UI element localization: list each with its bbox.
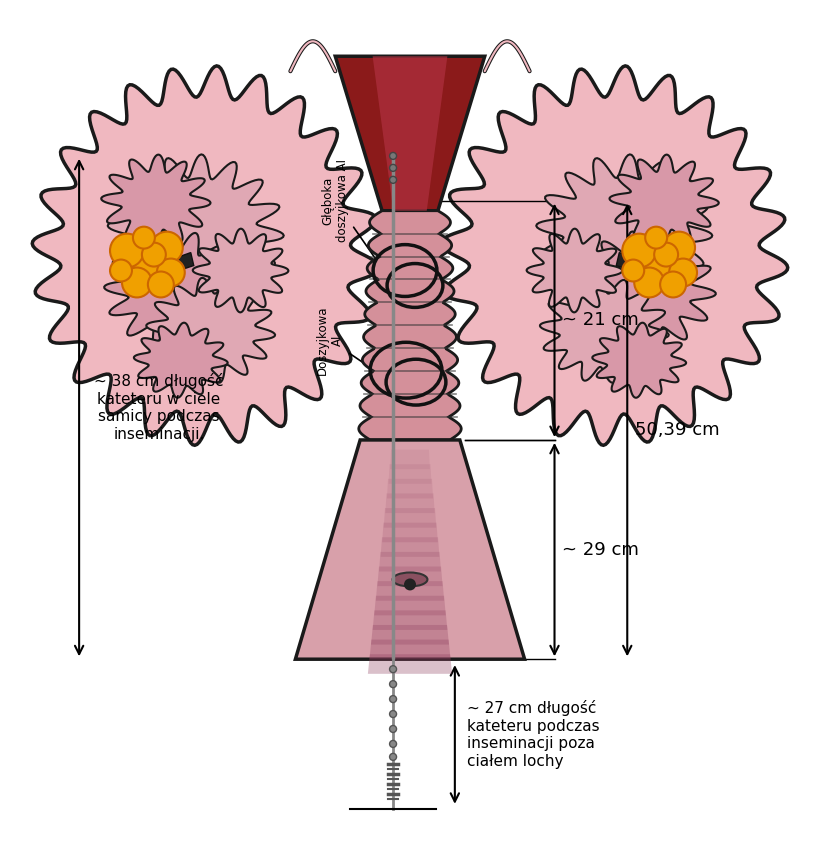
Text: ~ 29 cm: ~ 29 cm — [562, 541, 639, 558]
Polygon shape — [177, 252, 193, 270]
Polygon shape — [192, 229, 288, 312]
Circle shape — [133, 227, 155, 248]
Text: ~ 21 cm: ~ 21 cm — [562, 311, 639, 329]
Circle shape — [389, 753, 396, 761]
Circle shape — [389, 152, 396, 160]
Text: Doszyjkowa
AI: Doszyjkowa AI — [316, 305, 376, 375]
Polygon shape — [371, 625, 448, 644]
Circle shape — [389, 176, 396, 184]
Circle shape — [389, 726, 396, 733]
Polygon shape — [32, 66, 378, 445]
Polygon shape — [385, 494, 434, 513]
Circle shape — [645, 227, 667, 248]
Circle shape — [622, 234, 655, 268]
Text: 50,39 cm: 50,39 cm — [635, 421, 719, 439]
Circle shape — [633, 268, 663, 298]
Polygon shape — [616, 252, 632, 270]
Polygon shape — [372, 56, 447, 211]
Polygon shape — [378, 552, 441, 571]
Circle shape — [156, 258, 184, 286]
Polygon shape — [380, 537, 439, 557]
Circle shape — [110, 234, 143, 268]
Circle shape — [389, 711, 396, 717]
Polygon shape — [388, 464, 431, 484]
Circle shape — [110, 259, 132, 281]
Polygon shape — [372, 610, 447, 630]
Polygon shape — [377, 566, 442, 586]
Polygon shape — [536, 155, 712, 307]
Circle shape — [659, 271, 686, 297]
Polygon shape — [382, 523, 437, 542]
Circle shape — [389, 681, 396, 688]
Polygon shape — [335, 56, 484, 211]
Polygon shape — [107, 155, 283, 307]
Text: ~ 27 cm długość
kateteru podczas
inseminacji poza
ciałem lochy: ~ 27 cm długość kateteru podczas insemin… — [466, 700, 599, 768]
Polygon shape — [146, 278, 274, 382]
Polygon shape — [369, 639, 450, 660]
Circle shape — [389, 164, 396, 172]
Polygon shape — [375, 581, 444, 601]
Circle shape — [147, 271, 174, 297]
Circle shape — [389, 666, 396, 672]
Text: ~ 38 cm długość
kateteru w ciele
samicy podczas
inseminacji.: ~ 38 cm długość kateteru w ciele samicy … — [94, 373, 224, 442]
Circle shape — [122, 268, 152, 298]
Circle shape — [663, 232, 695, 264]
Polygon shape — [368, 654, 451, 674]
Polygon shape — [295, 440, 524, 660]
Polygon shape — [390, 450, 429, 469]
Polygon shape — [539, 278, 668, 382]
Polygon shape — [383, 508, 436, 528]
Polygon shape — [441, 66, 787, 445]
Polygon shape — [591, 323, 686, 398]
Polygon shape — [387, 479, 432, 498]
Circle shape — [389, 740, 396, 747]
Circle shape — [622, 259, 644, 281]
Polygon shape — [101, 155, 210, 246]
Circle shape — [129, 242, 169, 282]
Polygon shape — [572, 231, 715, 349]
Circle shape — [654, 242, 677, 267]
Polygon shape — [373, 596, 446, 615]
Polygon shape — [104, 231, 247, 349]
Polygon shape — [133, 323, 228, 398]
Circle shape — [668, 258, 696, 286]
Text: Głęboka
doszyjkowa AI: Głęboka doszyjkowa AI — [321, 159, 382, 269]
Ellipse shape — [392, 573, 427, 586]
Circle shape — [640, 242, 681, 282]
Circle shape — [151, 232, 183, 264]
Polygon shape — [359, 211, 460, 440]
Polygon shape — [526, 229, 622, 312]
Polygon shape — [609, 155, 718, 246]
Circle shape — [142, 242, 165, 267]
Circle shape — [404, 579, 415, 591]
Circle shape — [389, 695, 396, 703]
